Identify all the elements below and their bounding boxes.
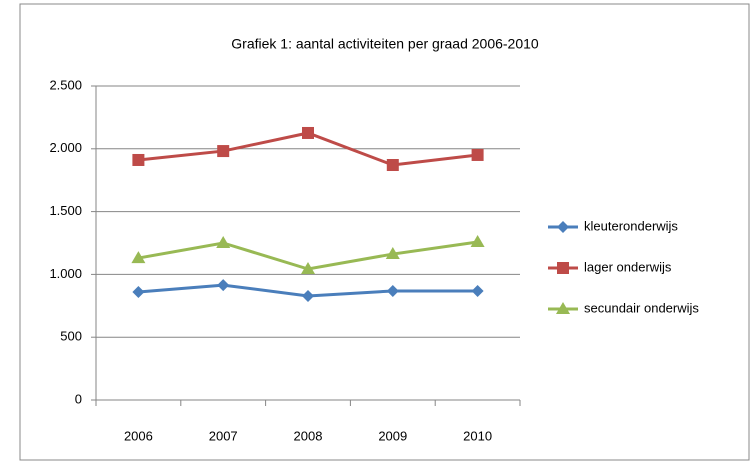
marker [131,251,146,264]
y-tick-label: 2.000 [49,140,82,155]
marker [217,279,230,292]
marker [217,145,230,158]
legend-label: kleuteronderwijs [584,218,678,233]
chart-title: Grafiek 1: aantal activiteiten per graad… [231,36,539,52]
legend-label: secundair onderwijs [584,300,699,315]
y-tick-label: 500 [60,329,82,344]
marker [557,221,569,233]
marker [471,284,484,297]
x-tick-label: 2007 [209,428,238,443]
y-tick-label: 1.000 [49,266,82,281]
marker [470,234,485,247]
marker [386,284,399,297]
marker [302,290,314,303]
y-tick-label: 2.500 [49,77,82,92]
marker [385,247,400,260]
marker [132,153,145,166]
x-tick-label: 2008 [294,428,323,443]
x-tick-label: 2010 [463,428,492,443]
marker [557,262,569,274]
x-tick-label: 2006 [124,428,153,443]
marker [302,126,314,139]
marker [556,302,570,314]
marker [301,261,315,274]
chart-border [19,3,750,461]
marker [471,148,484,161]
marker [216,236,231,248]
marker [132,285,145,298]
legend-label: lager onderwijs [584,259,672,274]
x-tick-label: 2009 [378,428,407,443]
y-tick-label: 1.500 [49,203,82,218]
y-tick-label: 0 [75,391,82,406]
marker [386,159,399,172]
